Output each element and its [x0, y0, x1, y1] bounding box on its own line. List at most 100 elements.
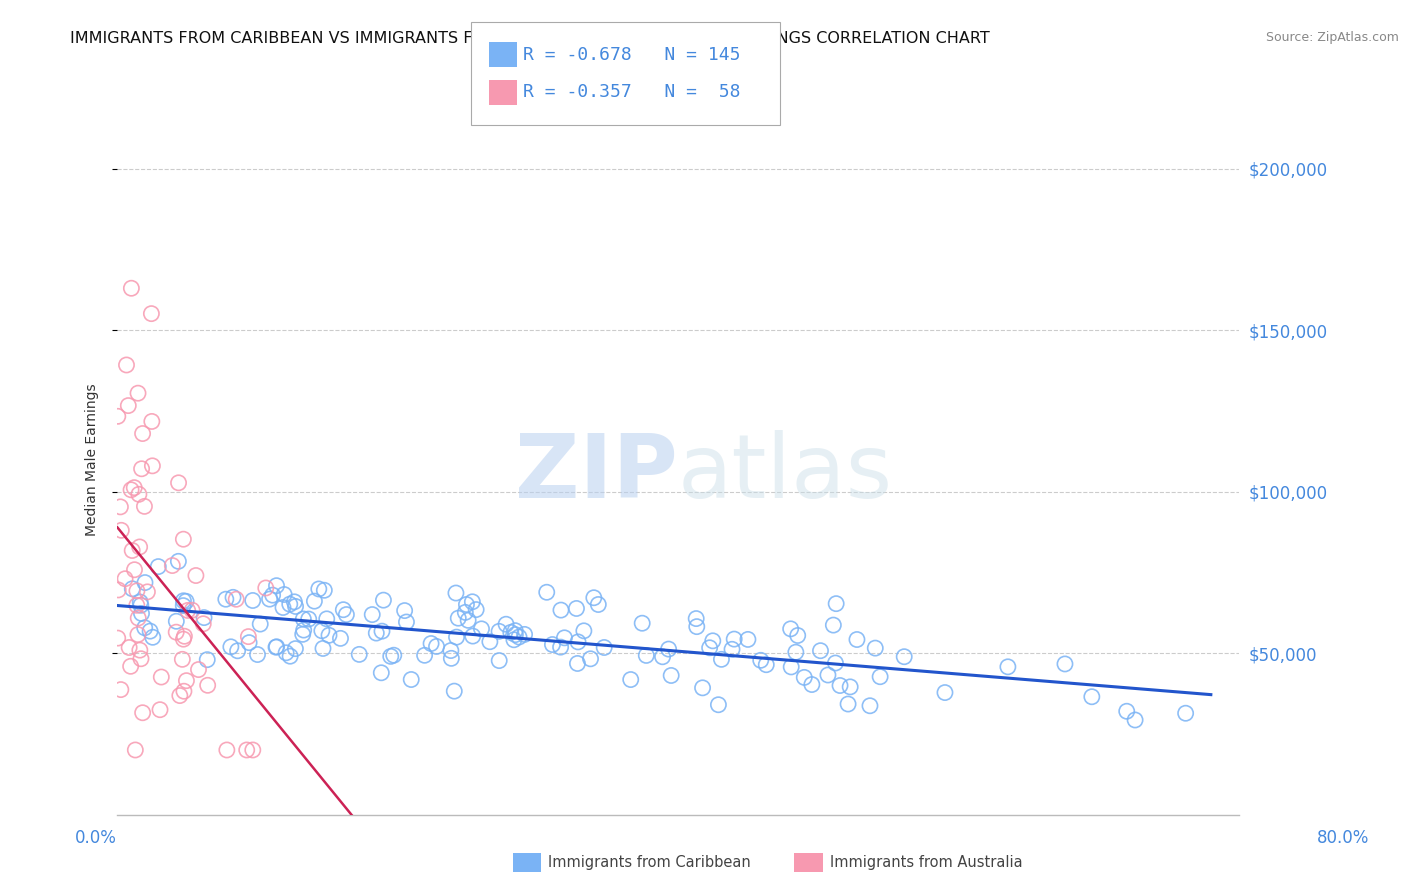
Point [129, 599, 152, 613]
Point [837, 697, 859, 711]
Point [172, 532, 194, 546]
Point [413, 648, 436, 663]
Point [702, 633, 724, 648]
Point [318, 628, 340, 642]
Point [162, 558, 184, 573]
Point [380, 649, 402, 664]
Point [225, 592, 247, 607]
Point [122, 481, 145, 495]
Point [131, 462, 153, 476]
Point [136, 585, 159, 599]
Point [129, 595, 152, 609]
Point [127, 627, 149, 641]
Point [311, 624, 333, 638]
Point [934, 685, 956, 699]
Point [440, 643, 463, 657]
Point [169, 689, 191, 703]
Point [128, 643, 150, 657]
Point [254, 581, 277, 595]
Point [335, 607, 357, 622]
Point [845, 632, 868, 647]
Point [264, 640, 287, 655]
Point [447, 611, 470, 625]
Point [141, 414, 163, 428]
Point [129, 652, 152, 666]
Point [685, 611, 707, 625]
Text: Source: ZipAtlas.com: Source: ZipAtlas.com [1265, 31, 1399, 45]
Point [839, 680, 862, 694]
Point [785, 645, 807, 659]
Text: Immigrants from Caribbean: Immigrants from Caribbean [548, 855, 751, 870]
Point [173, 684, 195, 698]
Point [193, 610, 215, 624]
Point [118, 640, 141, 655]
Point [149, 703, 172, 717]
Point [737, 632, 759, 647]
Point [291, 627, 314, 641]
Point [349, 648, 371, 662]
Point [567, 657, 589, 671]
Point [172, 594, 194, 608]
Point [249, 617, 271, 632]
Point [172, 599, 194, 613]
Point [107, 631, 129, 645]
Point [262, 588, 284, 602]
Point [139, 624, 162, 639]
Point [513, 627, 536, 641]
Point [553, 631, 575, 645]
Point [370, 665, 392, 680]
Point [284, 641, 307, 656]
Point [308, 582, 330, 596]
Point [215, 743, 238, 757]
Point [193, 616, 215, 631]
Point [141, 307, 163, 321]
Point [141, 458, 163, 473]
Point [692, 681, 714, 695]
Point [859, 698, 882, 713]
Point [461, 595, 484, 609]
Point [120, 483, 142, 497]
Point [134, 500, 156, 514]
Point [107, 409, 129, 424]
Point [399, 673, 422, 687]
Point [373, 593, 395, 607]
Point [121, 543, 143, 558]
Point [150, 670, 173, 684]
Point [215, 592, 238, 607]
Point [298, 612, 321, 626]
Point [283, 595, 305, 609]
Point [1115, 704, 1137, 718]
Point [686, 620, 709, 634]
Point [167, 475, 190, 490]
Point [572, 624, 595, 638]
Point [120, 659, 142, 673]
Text: R = -0.357   N =  58: R = -0.357 N = 58 [523, 84, 741, 102]
Point [266, 640, 288, 654]
Point [173, 629, 195, 643]
Point [134, 621, 156, 635]
Point [127, 611, 149, 625]
Point [723, 632, 745, 646]
Point [165, 614, 187, 628]
Point [127, 386, 149, 401]
Point [148, 559, 170, 574]
Point [779, 622, 801, 636]
Text: atlas: atlas [678, 430, 893, 517]
Point [444, 586, 467, 600]
Text: ZIP: ZIP [516, 430, 678, 517]
Point [184, 568, 207, 582]
Point [786, 628, 808, 642]
Point [825, 597, 848, 611]
Point [488, 654, 510, 668]
Point [125, 599, 148, 613]
Point [110, 524, 132, 538]
Point [131, 426, 153, 441]
Point [631, 616, 654, 631]
Point [242, 593, 264, 607]
Point [266, 579, 288, 593]
Point [495, 617, 517, 632]
Point [536, 585, 558, 599]
Point [707, 698, 730, 712]
Point [461, 629, 484, 643]
Point [226, 644, 249, 658]
